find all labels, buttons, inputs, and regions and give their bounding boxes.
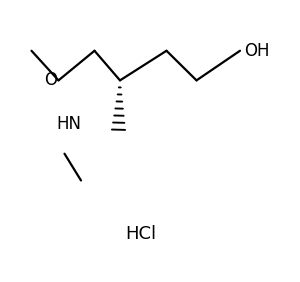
Text: O: O [44, 71, 57, 89]
Text: HN: HN [56, 115, 81, 133]
Text: HCl: HCl [125, 225, 157, 243]
Text: OH: OH [244, 42, 270, 60]
